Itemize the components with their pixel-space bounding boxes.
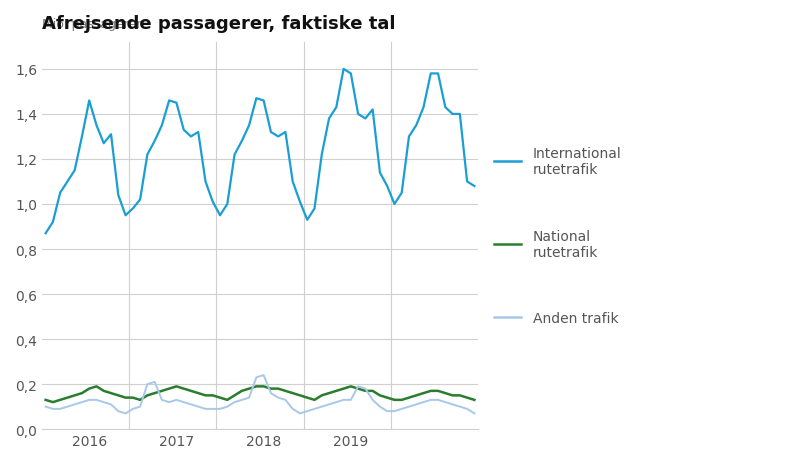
Anden trafik (186, 402, 196, 407)
National
rutetrafik (201, 393, 210, 398)
Anden trafik (324, 402, 334, 407)
Text: Afrejsende passagerer, faktiske tal: Afrejsende passagerer, faktiske tal (42, 15, 395, 33)
National
rutetrafik (41, 397, 50, 403)
International
rutetrafik (41, 231, 50, 237)
National
rutetrafik (128, 395, 138, 400)
National
rutetrafik (470, 397, 479, 403)
National
rutetrafik (92, 384, 102, 389)
International
rutetrafik (470, 184, 479, 189)
Anden trafik (41, 404, 50, 410)
Anden trafik (259, 373, 269, 378)
Anden trafik (114, 408, 123, 414)
International
rutetrafik (310, 206, 319, 212)
Anden trafik (157, 397, 166, 403)
National
rutetrafik (164, 386, 174, 392)
International
rutetrafik (114, 193, 123, 198)
Text: Mio. passagerer: Mio. passagerer (42, 18, 142, 31)
Anden trafik (470, 411, 479, 416)
Anden trafik (172, 397, 182, 403)
International
rutetrafik (338, 67, 348, 73)
International
rutetrafik (186, 134, 196, 140)
National
rutetrafik (48, 400, 58, 405)
Anden trafik (121, 411, 130, 416)
Anden trafik (194, 404, 203, 410)
National
rutetrafik (179, 386, 189, 392)
Line: Anden trafik: Anden trafik (46, 375, 474, 413)
Line: National
rutetrafik: National rutetrafik (46, 387, 474, 402)
International
rutetrafik (150, 139, 159, 144)
National
rutetrafik (324, 390, 334, 396)
National
rutetrafik (194, 390, 203, 396)
International
rutetrafik (179, 128, 189, 133)
Legend: International
rutetrafik, National
rutetrafik, Anden trafik: International rutetrafik, National rutet… (494, 146, 622, 326)
International
rutetrafik (164, 99, 174, 104)
Line: International
rutetrafik: International rutetrafik (46, 70, 474, 234)
